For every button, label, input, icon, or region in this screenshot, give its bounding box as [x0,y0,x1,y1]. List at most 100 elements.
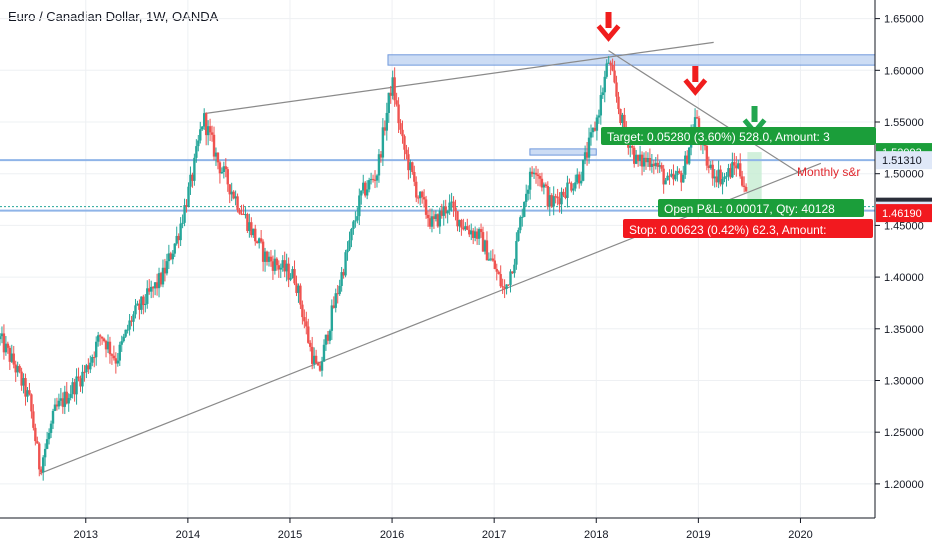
candle-body [191,174,194,181]
candle-body [413,171,416,182]
trendlines [39,41,822,475]
candle-body [511,271,514,274]
candle-body [519,217,522,231]
candle-body [20,371,23,386]
candle-body [684,155,687,175]
y-tick-label: 1.45000 [884,220,924,232]
candle-body [98,335,102,337]
candle-body [587,137,591,158]
candle-body [179,223,182,241]
candle-body [307,326,310,343]
candle-body [40,469,43,473]
candle-body [238,209,241,214]
candle-body [436,214,440,227]
candle-body [717,169,720,183]
candle-body [6,343,10,348]
candle-body [407,154,410,171]
chart-title: Euro / Canadian Dollar, 1W, OANDA [8,9,219,24]
candle-body [509,271,512,285]
candle-body [110,354,114,356]
candle-body [75,376,78,395]
candle-body [723,176,726,180]
target-label: Target: 0.05280 (3.60%) 528.0, Amount: 3 [607,130,830,144]
candle-body [246,214,249,231]
candle-body [61,398,65,407]
candle-body [126,329,129,331]
candle-body [428,218,432,227]
grid [0,0,875,518]
candle-body [206,126,210,136]
candle-body [96,335,100,342]
candle-body [399,123,402,130]
candle-body [185,205,188,207]
candle-body [364,182,367,196]
y-tick-label: 1.30000 [884,375,924,387]
candle-body [263,251,267,262]
candle-body [10,353,13,362]
candle-body [532,172,536,175]
candle-body [585,152,589,158]
candle-body [434,214,438,219]
time-axis[interactable]: 2013 2014 2015 2016 2017 2018 2019 2020 [0,517,932,550]
candle-body [326,334,330,341]
candle-body [138,303,141,310]
candle-body [442,206,445,216]
candle-body [528,171,532,190]
candle-body [330,305,334,331]
candle-body [605,63,608,77]
candle-body [499,274,502,287]
price-axis[interactable]: 1.65000 1.60000 1.55000 1.50000 1.45000 1.400… [874,0,932,518]
candle-body [236,196,239,210]
candle-body [479,229,483,233]
candle-body [291,269,294,278]
candle-body [193,157,196,181]
candle-body [344,252,347,276]
candle-body [595,117,599,131]
candle-body [248,222,251,231]
candle-body [232,191,235,199]
candle-body [523,201,526,217]
candle-body [672,173,675,180]
candle-body [318,365,322,371]
target-box [601,127,876,145]
candle-body [456,211,459,227]
candle-body [501,286,504,288]
candle-body [328,330,332,341]
candle-body [709,164,712,168]
down-arrow-icon [596,12,621,42]
candle-body [124,329,127,337]
candle-body [466,226,469,230]
candle-body [576,174,579,183]
candle-body [289,277,292,280]
candle-body [175,235,178,244]
candle-body [252,228,255,236]
candle-body [715,176,718,183]
candle-body [228,184,231,195]
candle-body [503,286,506,289]
candle-body [481,232,485,252]
candle-body [530,171,534,175]
candle-body [373,179,377,181]
candle-body [279,267,282,270]
candle-body [544,184,548,186]
candle-body [305,321,308,327]
candle-body [705,145,709,166]
candle-body [731,162,734,178]
candle-body [49,423,53,433]
candle-body [275,258,279,266]
candle-body [303,317,306,322]
candle-body [735,165,738,169]
candle-body [210,132,214,135]
candle-body [334,293,337,308]
candle-body [483,240,487,252]
candle-body [220,171,224,174]
x-tick-label: 2020 [788,529,812,541]
candle-body [4,343,8,353]
candle-body [446,210,449,214]
candle-body [695,117,699,119]
candle-body [216,152,220,163]
y-tick-label: 1.20000 [884,479,924,491]
candle-body [112,355,116,359]
candle-body [550,195,553,207]
